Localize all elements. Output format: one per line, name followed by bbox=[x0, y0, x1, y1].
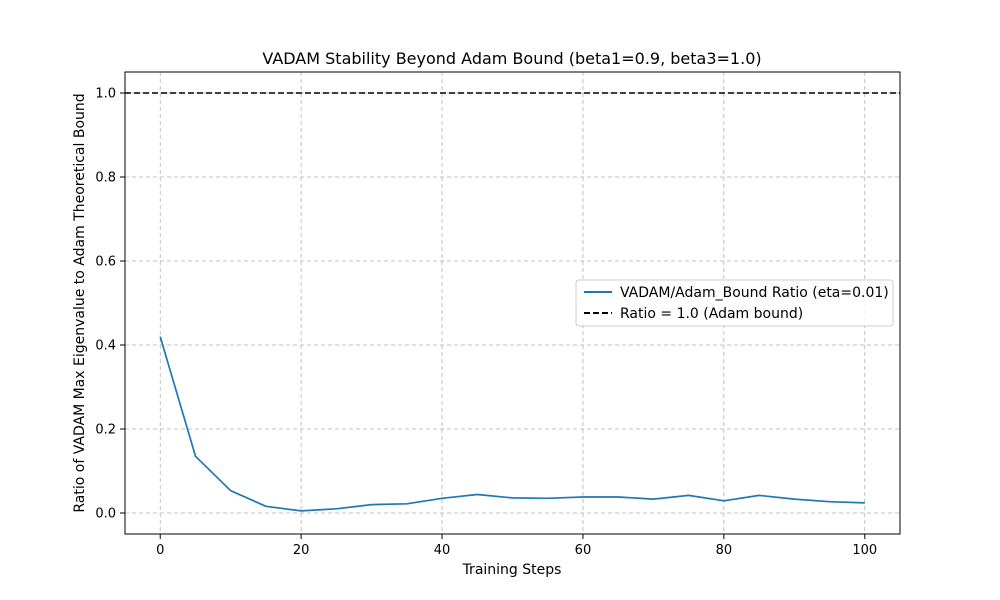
x-tick-label: 0 bbox=[156, 543, 164, 558]
x-axis-ticks: 0 20 40 60 80 100 bbox=[156, 534, 877, 558]
x-axis-title: Training Steps bbox=[462, 562, 562, 578]
y-tick-label: 1.0 bbox=[95, 87, 116, 102]
x-tick-label: 40 bbox=[434, 543, 451, 558]
y-axis-ticks: 0.0 0.2 0.4 0.6 0.8 1.0 bbox=[95, 87, 125, 522]
y-tick-label: 0.6 bbox=[95, 255, 116, 270]
x-tick-label: 80 bbox=[716, 543, 733, 558]
y-axis-title: Ratio of VADAM Max Eigenvalue to Adam Th… bbox=[72, 93, 88, 512]
y-tick-label: 0.0 bbox=[95, 507, 116, 522]
legend-box bbox=[575, 279, 894, 327]
y-tick-label: 0.2 bbox=[95, 423, 116, 438]
chart-title: VADAM Stability Beyond Adam Bound (beta1… bbox=[262, 49, 761, 68]
y-tick-label: 0.4 bbox=[95, 339, 116, 354]
plot-frame bbox=[124, 71, 901, 535]
legend: VADAM/Adam_Bound Ratio (eta=0.01) Ratio … bbox=[575, 279, 894, 327]
y-tick-label: 0.8 bbox=[95, 171, 116, 186]
series-line bbox=[159, 336, 865, 512]
series-layer bbox=[159, 336, 865, 512]
legend-label-reference: Ratio = 1.0 (Adam bound) bbox=[620, 306, 803, 322]
x-tick-label: 20 bbox=[293, 543, 310, 558]
grid-layer bbox=[125, 72, 900, 534]
x-tick-label: 100 bbox=[852, 543, 877, 558]
x-tick-label: 60 bbox=[575, 543, 592, 558]
legend-label-series: VADAM/Adam_Bound Ratio (eta=0.01) bbox=[620, 285, 889, 301]
